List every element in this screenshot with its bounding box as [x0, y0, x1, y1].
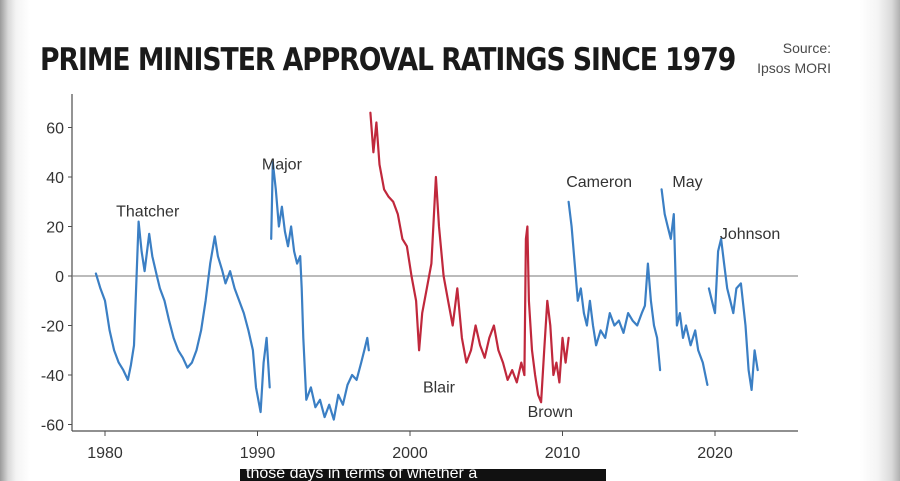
series-line-brown: [523, 225, 570, 404]
series-label-thatcher: Thatcher: [116, 204, 180, 221]
chart-title: PRIME MINISTER APPROVAL RATINGS SINCE 19…: [40, 42, 736, 78]
source-name: Ipsos MORI: [757, 60, 831, 76]
x-tick-label: 2020: [697, 445, 733, 462]
series-label-may: May: [672, 174, 702, 191]
source-label: Source:: [782, 40, 831, 56]
series-label-cameron: Cameron: [566, 174, 632, 191]
x-tick-label: 1990: [240, 445, 276, 462]
series-label-johnson: Johnson: [720, 226, 781, 243]
series-label-blair: Blair: [423, 379, 456, 396]
x-tick-label: 1980: [87, 445, 123, 462]
y-tick-label: 20: [46, 220, 64, 237]
y-tick-label: -40: [41, 368, 64, 385]
video-subtitle-text: those days in terms of whether a: [246, 469, 478, 481]
y-tick-label: -60: [41, 418, 64, 435]
y-tick-label: 0: [55, 269, 64, 286]
series-line-major: [270, 161, 370, 421]
series-line-cameron: [567, 200, 662, 372]
series-line-johnson: [707, 237, 759, 391]
series-line-thatcher: [94, 220, 271, 414]
y-tick-label: 40: [46, 170, 64, 187]
x-tick-label: 2010: [545, 445, 581, 462]
series-line-blair: [369, 111, 526, 384]
x-tick-label: 2000: [392, 445, 428, 462]
y-tick-label: -20: [41, 319, 64, 336]
source-note: Source: Ipsos MORI: [757, 38, 831, 78]
series-line-may: [660, 188, 709, 386]
series-label-major: Major: [262, 157, 303, 174]
series-label-brown: Brown: [528, 404, 573, 421]
video-subtitle-bar: those days in terms of whether a: [240, 469, 606, 481]
y-tick-label: 60: [46, 121, 64, 138]
